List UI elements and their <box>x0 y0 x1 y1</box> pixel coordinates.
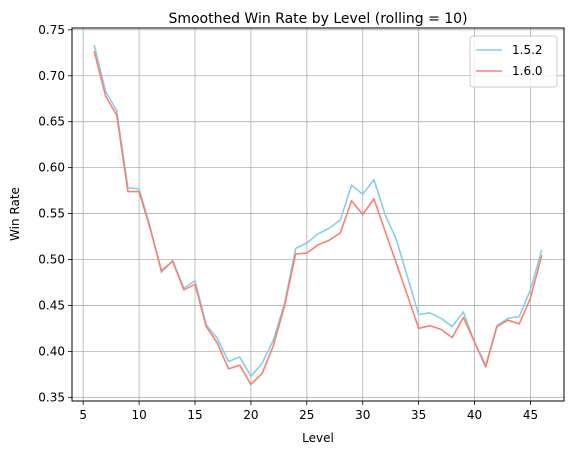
y-tick-label: 0.45 <box>38 298 65 312</box>
y-tick-label: 0.70 <box>38 69 65 83</box>
y-tick-label: 0.55 <box>38 207 65 221</box>
plot-frame <box>71 27 565 402</box>
y-tick-label: 0.65 <box>38 115 65 129</box>
chart-title: Smoothed Win Rate by Level (rolling = 10… <box>168 11 467 27</box>
legend: 1.5.2 1.6.0 <box>469 35 558 88</box>
grid <box>72 28 564 401</box>
y-tick-label: 0.60 <box>38 161 65 175</box>
series-line-1-6-0 <box>93 51 543 386</box>
x-tick-label: 10 <box>131 408 146 422</box>
y-axis-label: Win Rate <box>8 187 22 241</box>
y-tick-label: 0.50 <box>38 253 65 267</box>
series-lines <box>93 44 543 386</box>
x-tick-label: 20 <box>243 408 258 422</box>
x-tick-label: 25 <box>299 408 314 422</box>
legend-label: 1.5.2 <box>512 43 543 57</box>
x-axis-label: Level <box>302 431 334 445</box>
x-tick-label: 40 <box>467 408 482 422</box>
x-tick-label: 35 <box>411 408 426 422</box>
x-tick-label: 5 <box>79 408 87 422</box>
x-tick-label: 45 <box>523 408 538 422</box>
y-tick-label: 0.40 <box>38 344 65 358</box>
legend-box <box>469 35 558 88</box>
x-tick-label: 30 <box>355 408 370 422</box>
x-tick-label: 15 <box>187 408 202 422</box>
y-tick-label: 0.35 <box>38 390 65 404</box>
legend-label: 1.6.0 <box>512 64 543 78</box>
y-tick-label: 0.75 <box>38 23 65 37</box>
axis-ticks: 5 10 15 20 25 30 35 40 45 0.35 0.40 0.45 0.50 0.55 0.6… <box>38 23 538 422</box>
